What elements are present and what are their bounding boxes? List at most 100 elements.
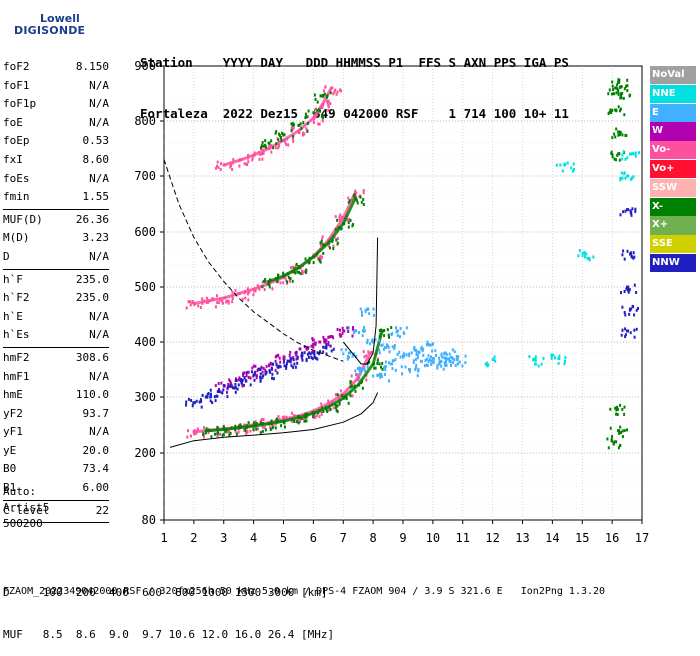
trace-point [192, 401, 196, 405]
trace-point [622, 96, 625, 100]
trace-point [285, 362, 288, 366]
param-row: hmE 110.0 [3, 386, 109, 405]
trace-point [453, 350, 456, 354]
trace-point [623, 429, 626, 432]
trace-point [227, 301, 230, 305]
trace-point [448, 359, 451, 363]
trace-point [619, 178, 622, 182]
trace-point [281, 131, 284, 135]
trace-point [349, 218, 352, 222]
trace-point [271, 287, 274, 291]
trace-point [388, 361, 390, 365]
trace-point [552, 353, 555, 357]
trace-point [633, 335, 636, 339]
trace-point [335, 238, 338, 242]
param-row: foEs N/A [3, 170, 109, 189]
trace-point [627, 289, 630, 293]
trace-point [206, 393, 209, 397]
param-separator [3, 522, 109, 524]
x-tick-label: 6 [310, 531, 317, 545]
trace-point [540, 362, 543, 366]
trace-point [434, 354, 437, 357]
trace-point [331, 238, 334, 242]
trace-point [626, 156, 629, 160]
trace-point [354, 369, 357, 373]
param-value: N/A [89, 115, 109, 129]
trace-point [618, 431, 621, 435]
trace-point [237, 430, 240, 434]
trace-point [214, 166, 217, 170]
trace-point [216, 435, 219, 439]
trace-point [302, 121, 305, 125]
trace-point [222, 388, 225, 392]
trace-point [243, 376, 246, 380]
trace-point [348, 355, 350, 359]
trace-point [301, 351, 303, 355]
trace-point [437, 362, 441, 366]
trace-point [347, 401, 350, 405]
trace-point [264, 368, 267, 372]
trace-point [219, 432, 221, 436]
trace-point [336, 218, 339, 222]
trace-point [332, 92, 335, 96]
trace-point [311, 337, 314, 340]
trace-point [299, 420, 302, 424]
trace-point [335, 92, 338, 96]
trace-point [395, 326, 397, 330]
trace-point [219, 390, 222, 394]
trace-point [359, 371, 362, 375]
trace-point [614, 108, 618, 112]
trace-point [450, 363, 452, 367]
trace-point [189, 300, 192, 304]
trace-point [234, 390, 237, 394]
param-key: h`E [3, 309, 23, 323]
trace-point [290, 411, 293, 415]
trace-point [247, 160, 250, 164]
trace-point [584, 252, 588, 256]
digisonde-logo: Lowell DIGISONDE [2, 6, 85, 40]
trace-point [332, 244, 335, 248]
trace-point [592, 255, 595, 259]
trace-point [616, 87, 619, 91]
trace-point [611, 155, 614, 159]
trace-point [312, 349, 315, 353]
trace-point [390, 362, 394, 366]
x-tick-label: 5 [280, 531, 287, 545]
param-row: M(D) 3.23 [3, 229, 109, 248]
trace-point [622, 249, 625, 253]
trace-point [291, 279, 294, 283]
trace-point [271, 372, 274, 376]
trace-point [270, 362, 274, 366]
trace-point [401, 372, 403, 376]
x-tick-label: 10 [426, 531, 440, 545]
param-key: yF2 [3, 406, 23, 420]
trace-point [626, 208, 630, 212]
trace-point [346, 357, 349, 361]
muf-line: MUF 8.5 8.6 9.0 9.7 10.6 12.0 16.0 26.4 … [3, 628, 335, 641]
trace-point [287, 143, 290, 147]
trace-point [564, 359, 566, 363]
trace-point [258, 152, 261, 156]
trace-point [402, 355, 405, 359]
trace-point [322, 335, 325, 339]
trace-point [349, 394, 352, 398]
trace-point [394, 368, 397, 372]
trace-point [301, 272, 304, 275]
trace-point [315, 414, 318, 418]
trace-point [279, 136, 282, 140]
trace-point [282, 357, 286, 360]
trace-point [278, 133, 281, 137]
y-tick-label: 900 [134, 59, 156, 73]
trace-point [341, 394, 344, 397]
trace-point [352, 331, 355, 335]
param-key: foE [3, 115, 23, 129]
trace-point [264, 279, 267, 283]
trace-point [629, 152, 633, 156]
trace-point [388, 350, 391, 354]
trace-point [626, 285, 630, 289]
trace-point [448, 357, 450, 361]
trace-point [339, 213, 342, 217]
trace-point [572, 169, 574, 173]
trace-point [253, 378, 256, 382]
trace-point [550, 354, 553, 358]
